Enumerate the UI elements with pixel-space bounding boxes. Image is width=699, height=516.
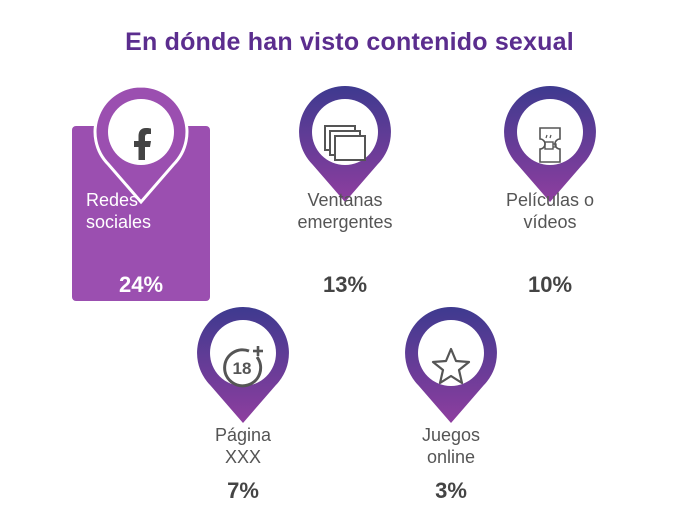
pin-redes-sociales (93, 84, 189, 208)
percent-peliculas-videos: 10% (527, 272, 573, 297)
percent-redes-sociales: 24% (118, 272, 164, 297)
label-juegos-online: Juegos online (421, 425, 481, 467)
pin-peliculas-videos (502, 84, 598, 208)
label-ventanas-emergentes: Ventanas emergentes (297, 190, 393, 232)
adult-18-plus-icon: 18 (195, 305, 291, 401)
pin-pagina-xxx: 18 (195, 305, 291, 429)
star-icon (403, 305, 499, 401)
label-redes-sociales: Redes sociales (86, 190, 152, 232)
svg-text:18: 18 (233, 359, 252, 378)
page-title: En dónde han visto contenido sexual (125, 28, 574, 56)
percent-pagina-xxx: 7% (227, 478, 259, 503)
label-peliculas-videos: Películas o vídeos (505, 190, 595, 232)
popup-windows-icon (297, 84, 393, 180)
pin-ventanas-emergentes (297, 84, 393, 208)
label-pagina-xxx: Página XXX (214, 425, 272, 467)
facebook-icon (93, 84, 189, 180)
percent-juegos-online: 3% (435, 478, 467, 503)
percent-ventanas-emergentes: 13% (322, 272, 368, 297)
film-ticket-icon (502, 84, 598, 180)
pin-juegos-online (403, 305, 499, 429)
